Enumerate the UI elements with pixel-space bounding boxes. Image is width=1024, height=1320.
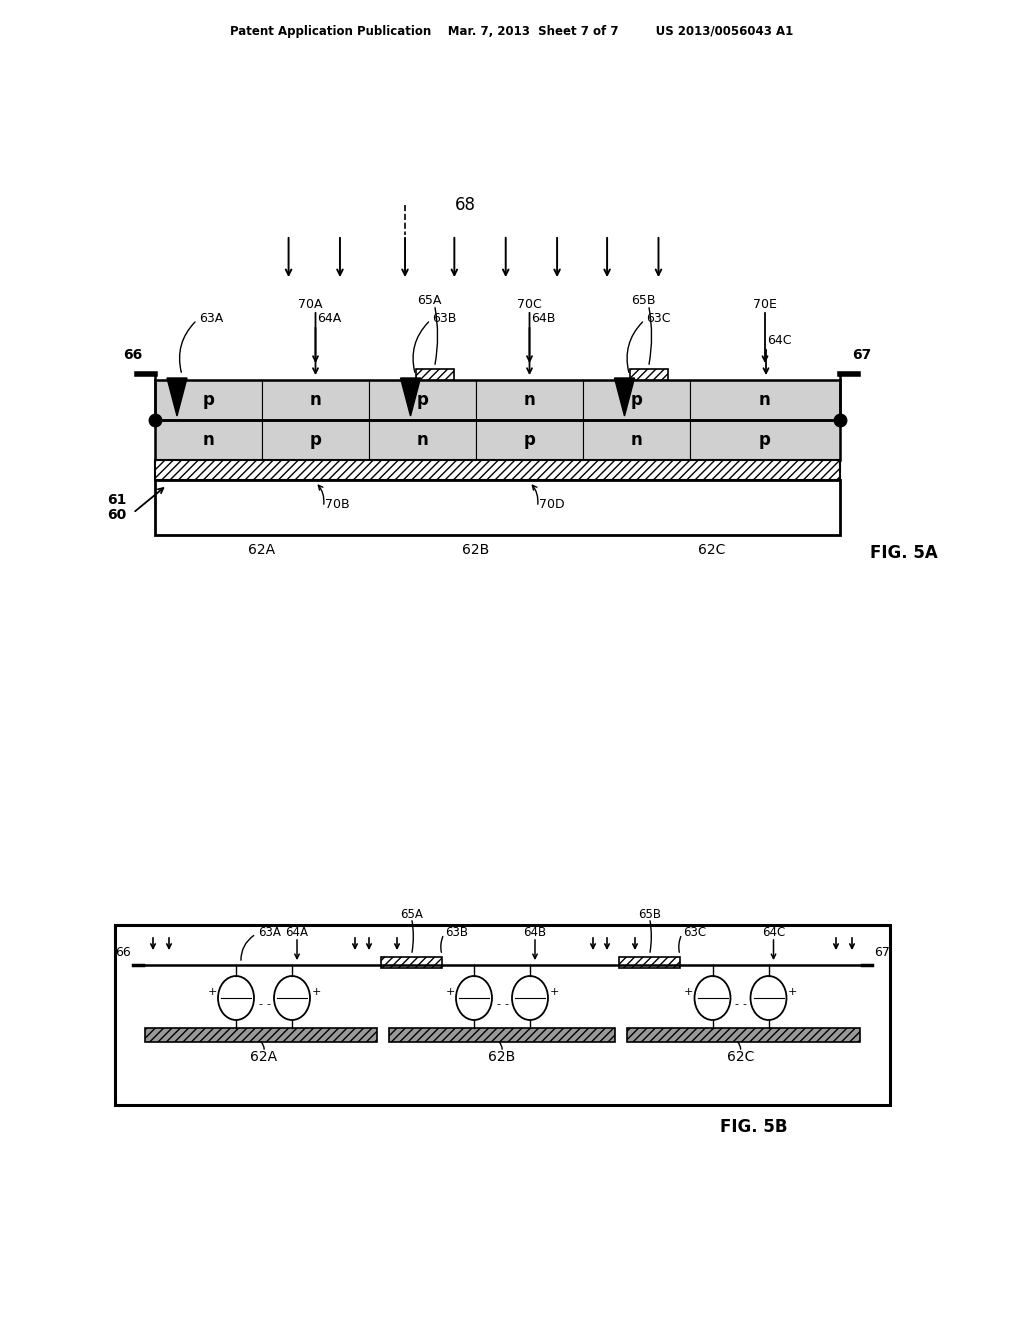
Bar (476, 420, 583, 459)
Text: -: - (734, 999, 738, 1008)
Polygon shape (614, 378, 635, 416)
Text: 63A: 63A (199, 312, 223, 325)
Bar (690, 420, 840, 459)
Bar (155, 380, 840, 420)
Text: 63A: 63A (258, 925, 281, 939)
Text: n: n (759, 391, 771, 409)
Text: 64C: 64C (762, 925, 785, 939)
Text: +: + (684, 987, 693, 997)
Text: 62B: 62B (463, 543, 489, 557)
Text: 62C: 62C (697, 543, 725, 557)
Text: 62A: 62A (249, 543, 275, 557)
Bar (155, 459, 840, 480)
Text: 64B: 64B (531, 312, 556, 325)
Text: +: + (787, 987, 798, 997)
Bar (155, 380, 262, 420)
Bar (627, 1028, 860, 1041)
Text: -: - (496, 999, 500, 1008)
Polygon shape (400, 378, 421, 416)
Text: 65A: 65A (418, 293, 441, 306)
Text: Patent Application Publication    Mar. 7, 2013  Sheet 7 of 7         US 2013/005: Patent Application Publication Mar. 7, 2… (230, 25, 794, 38)
Text: 65B: 65B (638, 908, 662, 921)
Text: 68: 68 (455, 195, 475, 214)
Polygon shape (167, 378, 187, 416)
Text: 66: 66 (123, 348, 142, 362)
Text: p: p (523, 432, 536, 449)
Bar (690, 380, 840, 420)
Text: 62B: 62B (488, 1049, 516, 1064)
Text: 64A: 64A (286, 925, 308, 939)
Bar (381, 957, 442, 968)
Text: +: + (549, 987, 559, 997)
Text: -: - (742, 999, 746, 1008)
Text: 67: 67 (874, 946, 890, 960)
Text: 70C: 70C (517, 298, 542, 312)
Text: p: p (203, 391, 214, 409)
Text: 64C: 64C (767, 334, 792, 346)
Bar (155, 420, 262, 459)
Text: n: n (203, 432, 214, 449)
Text: p: p (759, 432, 771, 449)
Text: 63B: 63B (432, 312, 457, 325)
Text: n: n (417, 432, 428, 449)
Bar (115, 925, 890, 1105)
Text: FIG. 5B: FIG. 5B (720, 1118, 787, 1137)
Bar (416, 370, 454, 380)
Text: p: p (417, 391, 428, 409)
Text: -: - (504, 999, 508, 1008)
Text: 70D: 70D (540, 499, 565, 511)
Text: 65B: 65B (631, 293, 655, 306)
Text: 64B: 64B (523, 925, 547, 939)
Text: 70A: 70A (298, 298, 323, 312)
Bar (145, 1028, 377, 1041)
Bar (583, 380, 690, 420)
Text: n: n (631, 432, 642, 449)
Bar (369, 420, 476, 459)
Text: 64A: 64A (317, 312, 342, 325)
Text: 60: 60 (108, 508, 127, 521)
Text: n: n (309, 391, 322, 409)
Text: +: + (311, 987, 321, 997)
Text: 70B: 70B (326, 499, 350, 511)
Text: 63B: 63B (445, 925, 468, 939)
Text: 62A: 62A (251, 1049, 278, 1064)
Text: 65A: 65A (400, 908, 423, 921)
Text: -: - (266, 999, 270, 1008)
Bar (618, 957, 680, 968)
Bar (262, 420, 369, 459)
Bar (262, 380, 369, 420)
Bar (155, 480, 840, 535)
Text: 61: 61 (108, 492, 127, 507)
Text: 67: 67 (852, 348, 871, 362)
Text: p: p (631, 391, 642, 409)
Text: n: n (523, 391, 536, 409)
Text: 63C: 63C (683, 925, 707, 939)
Bar (476, 380, 583, 420)
Text: +: + (445, 987, 455, 997)
Text: 66: 66 (115, 946, 131, 960)
Text: -: - (258, 999, 262, 1008)
Text: 63C: 63C (646, 312, 671, 325)
Bar (389, 1028, 615, 1041)
Bar (155, 420, 840, 459)
Bar (369, 380, 476, 420)
Bar (583, 420, 690, 459)
Text: +: + (207, 987, 217, 997)
Text: 62C: 62C (727, 1049, 755, 1064)
Text: FIG. 5A: FIG. 5A (870, 544, 938, 562)
Bar (630, 370, 668, 380)
Text: 70E: 70E (753, 298, 777, 312)
Text: p: p (309, 432, 322, 449)
